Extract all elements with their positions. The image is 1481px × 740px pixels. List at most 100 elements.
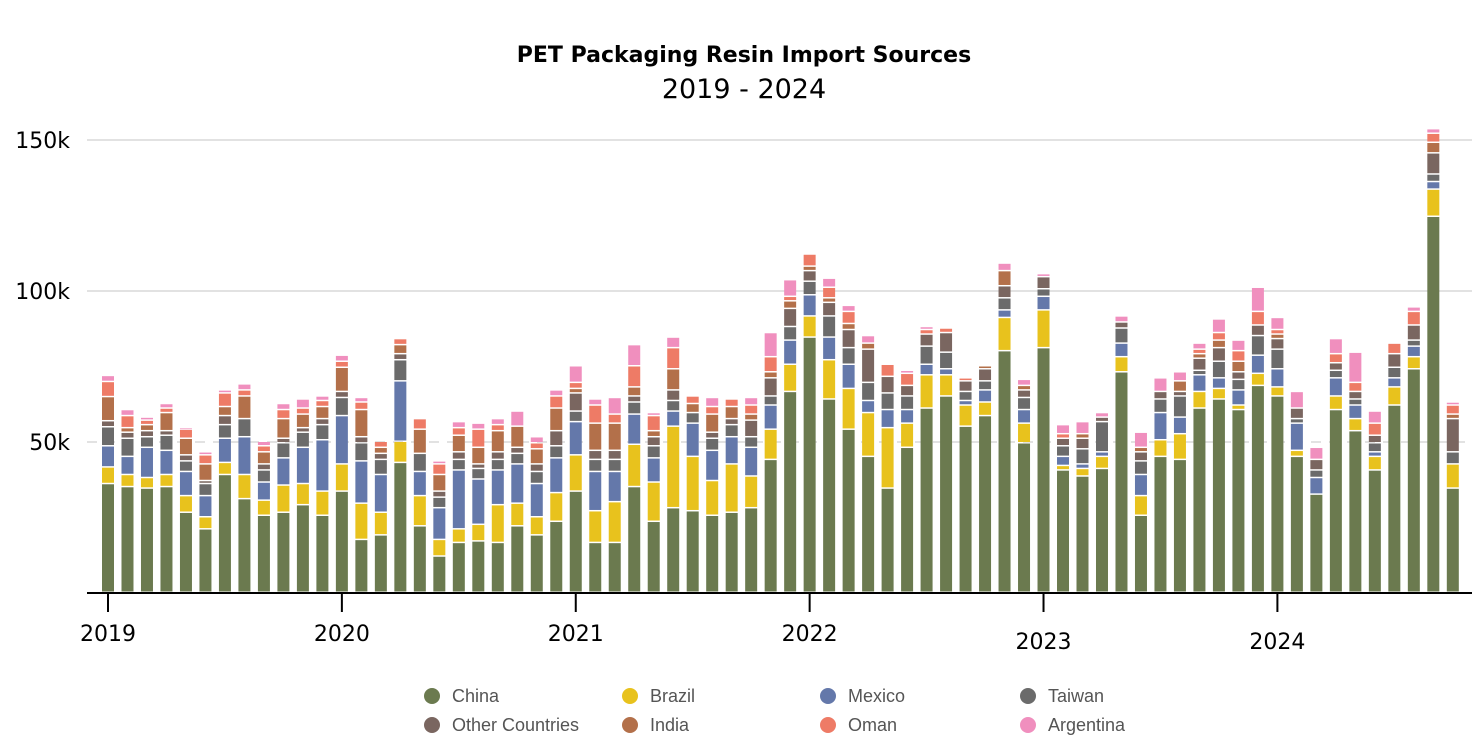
bar-segment-brazil (1368, 457, 1381, 470)
bar-segment-brazil (940, 375, 953, 396)
bar-segment-argentina (823, 278, 836, 287)
bar-segment-china (1018, 443, 1031, 592)
bar-segment-other-countries (1037, 277, 1050, 288)
bar-segment-taiwan (745, 437, 758, 447)
bar-segment-mexico (140, 448, 153, 477)
bar-segment-mexico (511, 464, 524, 503)
bar-segment-india (218, 407, 231, 415)
bar-segment-argentina (647, 413, 660, 415)
bar-segment-other-countries (1290, 408, 1303, 418)
bar-stack (901, 371, 914, 592)
bar-segment-other-countries (842, 330, 855, 347)
bar-segment-mexico (959, 401, 972, 405)
chart-subtitle: 2019 - 2024 (662, 74, 826, 105)
bar-segment-brazil (1290, 451, 1303, 456)
bar-segment-argentina (1057, 425, 1070, 433)
bar-segment-other-countries (335, 392, 348, 397)
bar-segment-argentina (1310, 448, 1323, 459)
bar-segment-india (1134, 448, 1147, 452)
bar-segment-india (1271, 334, 1284, 338)
bar-segment-india (608, 423, 621, 450)
bar-segment-argentina (238, 384, 251, 390)
bar-segment-china (433, 556, 446, 592)
bar-segment-argentina (745, 398, 758, 405)
legend-item-oman[interactable]: Oman (820, 715, 897, 735)
bar-segment-oman (940, 328, 953, 332)
bar-segment-taiwan (608, 460, 621, 471)
bar-segment-china (1329, 410, 1342, 592)
bar-segment-other-countries (1329, 363, 1342, 370)
bar-segment-china (160, 487, 173, 592)
bar-stack (472, 423, 485, 592)
bar-segment-brazil (823, 360, 836, 399)
legend-item-taiwan[interactable]: Taiwan (1020, 686, 1104, 706)
bar-segment-brazil (179, 496, 192, 512)
bar-segment-other-countries (901, 386, 914, 396)
bar-segment-taiwan (725, 425, 738, 436)
bar-segment-argentina (1271, 318, 1284, 329)
bar-segment-oman (1271, 330, 1284, 334)
x-tick-label: 2019 (80, 622, 136, 647)
bar-stack (102, 376, 114, 592)
bar-segment-china (511, 526, 524, 592)
bar-segment-oman (1388, 343, 1401, 353)
bar-segment-china (1290, 457, 1303, 592)
bar-segment-mexico (257, 482, 270, 500)
bar-segment-china (784, 392, 797, 592)
bar-segment-brazil (257, 500, 270, 515)
bar-segment-argentina (784, 280, 797, 296)
bar-segment-india (316, 407, 329, 418)
bar-segment-china (706, 515, 719, 592)
bar-stack (1427, 129, 1440, 592)
legend-item-china[interactable]: China (424, 686, 500, 706)
bar-segment-other-countries (1154, 392, 1167, 399)
bar-segment-oman (1057, 434, 1070, 438)
bar-stack (394, 339, 407, 592)
bar-segment-india (550, 408, 563, 430)
bar-segment-argentina (1018, 380, 1031, 385)
bar-segment-brazil (355, 503, 368, 539)
bar-segment-taiwan (881, 393, 894, 409)
bar-stack (1310, 448, 1323, 592)
bar-segment-other-countries (1057, 438, 1070, 446)
bar-stack (550, 390, 563, 592)
bar-segment-taiwan (1407, 340, 1420, 346)
bar-segment-oman (472, 429, 485, 447)
bar-stack (491, 419, 504, 592)
bar-segment-argentina (160, 404, 173, 408)
legend-item-other-countries[interactable]: Other Countries (424, 715, 579, 735)
bar-segment-oman (257, 446, 270, 452)
bar-segment-argentina (1037, 274, 1050, 276)
bar-segment-china (140, 488, 153, 592)
bar-segment-taiwan (901, 396, 914, 409)
bar-segment-mexico (1427, 182, 1440, 189)
bar-segment-other-countries (1134, 452, 1147, 461)
bar-segment-mexico (433, 508, 446, 539)
bar-segment-brazil (140, 478, 153, 488)
bar-segment-india (160, 413, 173, 430)
bar-segment-taiwan (686, 413, 699, 423)
bar-segment-china (1407, 369, 1420, 592)
bar-segment-brazil (511, 503, 524, 526)
legend-label: Other Countries (452, 715, 579, 735)
bar-stack (998, 263, 1011, 592)
legend-swatch (820, 688, 836, 704)
bar-segment-taiwan (998, 298, 1011, 310)
bar-segment-taiwan (355, 443, 368, 461)
legend-item-mexico[interactable]: Mexico (820, 686, 905, 706)
legend-item-brazil[interactable]: Brazil (622, 686, 695, 706)
bar-segment-oman (238, 390, 251, 396)
bar-segment-mexico (218, 438, 231, 462)
bar-segment-china (238, 499, 251, 592)
bar-segment-oman (1368, 423, 1381, 435)
bar-segment-mexico (784, 340, 797, 364)
bar-segment-other-countries (628, 396, 641, 402)
bar-segment-india (1446, 414, 1459, 418)
bar-segment-argentina (569, 366, 582, 382)
bar-segment-oman (628, 366, 641, 387)
legend-item-india[interactable]: India (622, 715, 690, 735)
bar-stack (803, 254, 816, 592)
legend-swatch (1020, 717, 1036, 733)
legend-item-argentina[interactable]: Argentina (1020, 715, 1126, 735)
bar-segment-mexico (1134, 475, 1147, 495)
